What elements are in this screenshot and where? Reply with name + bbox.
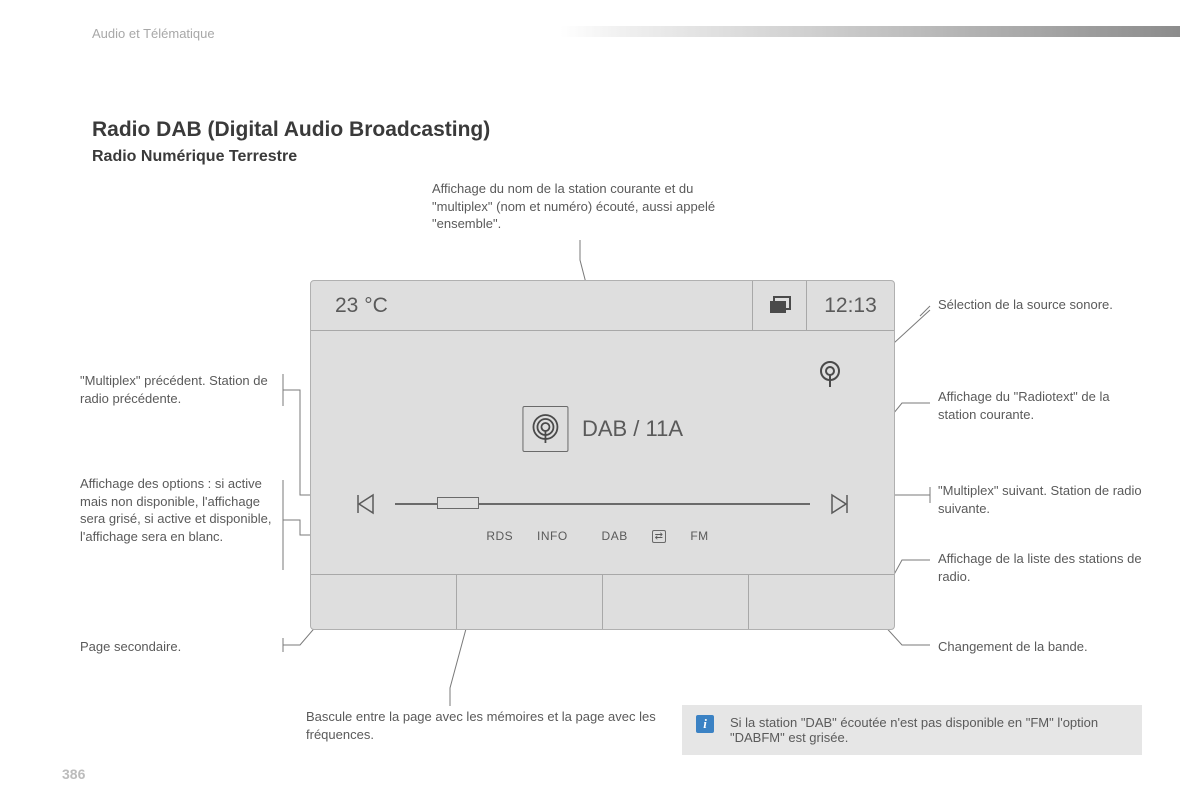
callout-next: "Multiplex" suivant. Station de radio su… (938, 482, 1148, 517)
preset-3[interactable] (603, 575, 749, 629)
antenna-icon (814, 357, 846, 389)
clock-display: 12:13 (806, 281, 894, 331)
option-info[interactable]: INFO (537, 529, 568, 543)
option-fm-label: FM (690, 529, 708, 543)
radio-screen: 23 °C 12:13 DAB / 11A (310, 280, 895, 630)
option-rds[interactable]: RDS (486, 529, 513, 543)
preset-1[interactable] (311, 575, 457, 629)
info-note-text: Si la station "DAB" écoutée n'est pas di… (730, 715, 1098, 745)
callout-list: Affichage de la liste des stations de ra… (938, 550, 1148, 585)
callout-radiotext: Affichage du "Radiotext" de la station c… (938, 388, 1148, 423)
option-dab-label: DAB (602, 529, 628, 543)
antenna-icon (529, 413, 561, 445)
callout-options: Affichage des options : si active mais n… (80, 475, 280, 545)
callout-source: Sélection de la source sonore. (938, 296, 1138, 314)
nav-row (355, 493, 850, 515)
stack-icon (768, 297, 792, 315)
callout-band: Changement de la bande. (938, 638, 1148, 656)
source-select-icon[interactable] (814, 357, 846, 394)
current-station: DAB / 11A (522, 406, 683, 452)
callout-secondary: Page secondaire. (80, 638, 280, 656)
prev-icon[interactable] (355, 493, 377, 515)
info-icon: i (696, 715, 714, 733)
swap-icon: ⇄ (652, 530, 667, 543)
windows-icon[interactable] (752, 281, 806, 331)
preset-row (311, 574, 894, 629)
info-note: i Si la station "DAB" écoutée n'est pas … (682, 705, 1142, 755)
screen-topbar: 23 °C 12:13 (311, 281, 894, 331)
callout-prev: "Multiplex" précédent. Station de radio … (80, 372, 280, 407)
tuning-slider[interactable] (395, 503, 810, 505)
next-icon[interactable] (828, 493, 850, 515)
dab-icon-box (522, 406, 568, 452)
preset-2[interactable] (457, 575, 603, 629)
option-dabfm[interactable]: DAB ⇄ FM (592, 529, 719, 543)
temperature-display: 23 °C (311, 294, 752, 318)
slider-knob[interactable] (437, 497, 479, 509)
preset-4[interactable] (749, 575, 894, 629)
callout-toggle: Bascule entre la page avec les mémoires … (306, 708, 656, 743)
options-row: RDS INFO DAB ⇄ FM (311, 529, 894, 543)
page-number: 386 (62, 766, 85, 782)
station-label: DAB / 11A (582, 416, 683, 442)
